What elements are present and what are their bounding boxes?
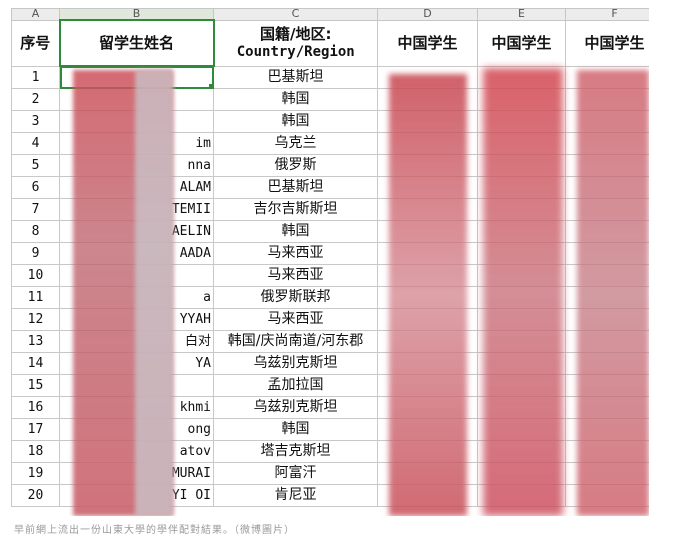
fill-handle[interactable] — [209, 84, 213, 88]
country-cell[interactable]: 乌克兰 — [213, 132, 378, 155]
country-cell[interactable]: 吉尔吉斯斯坦 — [213, 198, 378, 221]
header-country[interactable]: 国籍/地区: Country/Region — [213, 19, 378, 67]
country-cell[interactable]: 韩国 — [213, 110, 378, 133]
seq-cell[interactable]: 12 — [11, 308, 60, 331]
country-cell[interactable]: 塔吉克斯坦 — [213, 440, 378, 463]
country-cell[interactable]: 孟加拉国 — [213, 374, 378, 397]
seq-cell[interactable]: 11 — [11, 286, 60, 309]
country-cell[interactable]: 马来西亚 — [213, 308, 378, 331]
country-cell[interactable]: 乌兹别克斯坦 — [213, 396, 378, 419]
header-chinese-student-1[interactable]: 中国学生 — [377, 19, 478, 67]
country-cell[interactable]: 韩国 — [213, 220, 378, 243]
country-cell[interactable]: 巴基斯坦 — [213, 65, 378, 89]
seq-cell[interactable]: 14 — [11, 352, 60, 375]
seq-cell[interactable]: 5 — [11, 154, 60, 177]
censor-blur-col-d — [389, 74, 467, 516]
header-chinese-student-3[interactable]: 中国学生 — [565, 19, 649, 67]
seq-cell[interactable]: 16 — [11, 396, 60, 419]
country-cell[interactable]: 马来西亚 — [213, 264, 378, 287]
censor-blur-col-e — [483, 68, 563, 516]
column-header-row: A B C D E F — [11, 8, 649, 21]
seq-cell[interactable]: 1 — [11, 65, 60, 89]
country-cell[interactable]: 马来西亚 — [213, 242, 378, 265]
header-seq[interactable]: 序号 — [11, 19, 60, 67]
country-cell[interactable]: 韩国/庆尚南道/河东郡 — [213, 330, 378, 353]
image-caption: 早前網上流出一份山東大學的學伴配對結果。（微博圖片） — [14, 525, 295, 536]
header-country-en: Country/Region — [236, 44, 355, 60]
seq-cell[interactable]: 10 — [11, 264, 60, 287]
seq-cell[interactable]: 7 — [11, 198, 60, 221]
column-header-c[interactable]: C — [213, 8, 378, 21]
header-country-cn: 国籍/地区: — [260, 25, 332, 43]
table-header-row: 序号 留学生姓名 国籍/地区: Country/Region 中国学生 中国学生… — [11, 19, 649, 67]
seq-cell[interactable]: 19 — [11, 462, 60, 485]
seq-cell[interactable]: 9 — [11, 242, 60, 265]
seq-cell[interactable]: 13 — [11, 330, 60, 353]
country-cell[interactable]: 巴基斯坦 — [213, 176, 378, 199]
spreadsheet: A B C D E F 序号 留学生姓名 国籍/地区: Country/Regi… — [11, 8, 649, 516]
seq-cell[interactable]: 6 — [11, 176, 60, 199]
seq-cell[interactable]: 3 — [11, 110, 60, 133]
column-header-a[interactable]: A — [11, 8, 60, 21]
seq-cell[interactable]: 18 — [11, 440, 60, 463]
country-cell[interactable]: 阿富汗 — [213, 462, 378, 485]
country-cell[interactable]: 韩国 — [213, 88, 378, 111]
seq-cell[interactable]: 4 — [11, 132, 60, 155]
country-cell[interactable]: 俄罗斯联邦 — [213, 286, 378, 309]
country-cell[interactable]: 俄罗斯 — [213, 154, 378, 177]
header-student-name[interactable]: 留学生姓名 — [58, 19, 215, 67]
seq-cell[interactable]: 20 — [11, 484, 60, 507]
seq-cell[interactable]: 15 — [11, 374, 60, 397]
header-chinese-student-2[interactable]: 中国学生 — [477, 19, 566, 67]
column-header-e[interactable]: E — [477, 8, 566, 21]
seq-cell[interactable]: 8 — [11, 220, 60, 243]
column-header-b[interactable]: B — [59, 8, 214, 21]
censor-blur-names-2 — [135, 70, 173, 516]
column-header-f[interactable]: F — [565, 8, 649, 21]
country-cell[interactable]: 乌兹别克斯坦 — [213, 352, 378, 375]
censor-blur-col-f — [577, 70, 649, 516]
seq-cell[interactable]: 2 — [11, 88, 60, 111]
seq-cell[interactable]: 17 — [11, 418, 60, 441]
column-header-d[interactable]: D — [377, 8, 478, 21]
country-cell[interactable]: 韩国 — [213, 418, 378, 441]
country-cell[interactable]: 肯尼亚 — [213, 484, 378, 507]
